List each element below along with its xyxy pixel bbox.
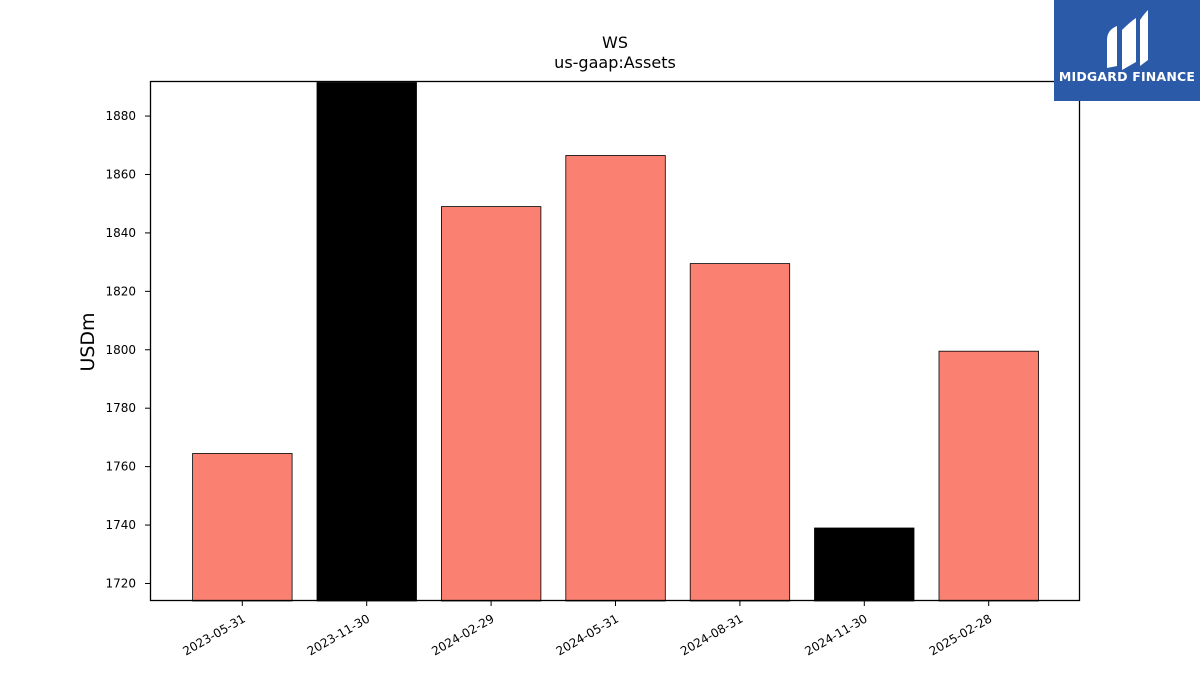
y-tick-label: 1760 <box>105 460 136 474</box>
y-axis-label: USDm <box>77 312 99 371</box>
logo-text: MIDGARD FINANCE <box>1058 69 1196 84</box>
y-tick-label: 1780 <box>105 401 136 415</box>
bar-2024-05-31 <box>565 155 666 602</box>
bar-2023-11-30 <box>316 82 417 602</box>
y-tick-label: 1820 <box>105 284 136 298</box>
x-tick-label: 2025-02-28 <box>927 611 994 658</box>
y-tick-label: 1740 <box>105 518 136 532</box>
bar-2024-11-30 <box>814 527 915 602</box>
x-tick-label: 2024-02-29 <box>429 611 496 658</box>
brand-logo: MIDGARD FINANCE <box>1054 0 1200 101</box>
y-tick-label: 1840 <box>105 226 136 240</box>
bar-2024-08-31 <box>689 263 791 602</box>
plot-frame <box>149 80 1081 602</box>
bar-2025-02-28 <box>938 350 1039 602</box>
x-tick-label: 2024-11-30 <box>802 611 869 658</box>
bar-2024-02-29 <box>440 206 542 602</box>
chart-subtitle: us-gaap:Assets <box>554 53 676 72</box>
logo-mark-icon <box>1107 10 1148 70</box>
x-tick-label: 2023-11-30 <box>305 611 372 658</box>
x-tick-label: 2023-05-31 <box>180 611 247 658</box>
y-tick-label: 1860 <box>105 167 136 181</box>
chart-title: WS <box>602 33 628 52</box>
bars-group <box>192 82 1039 602</box>
bar-2023-05-31 <box>192 453 293 602</box>
y-tick-label: 1720 <box>105 576 136 590</box>
y-tick-label: 1800 <box>105 343 136 357</box>
x-tick-label: 2024-08-31 <box>678 611 745 658</box>
y-tick-label: 1880 <box>105 109 136 123</box>
x-axis: 2023-05-31 2023-11-30 2024-02-29 2024-05-31… <box>180 601 994 658</box>
y-axis: 1720 1740 1760 1780 1800 1820 1840 1860 1880 <box>105 109 150 590</box>
x-tick-label: 2024-05-31 <box>554 611 621 658</box>
